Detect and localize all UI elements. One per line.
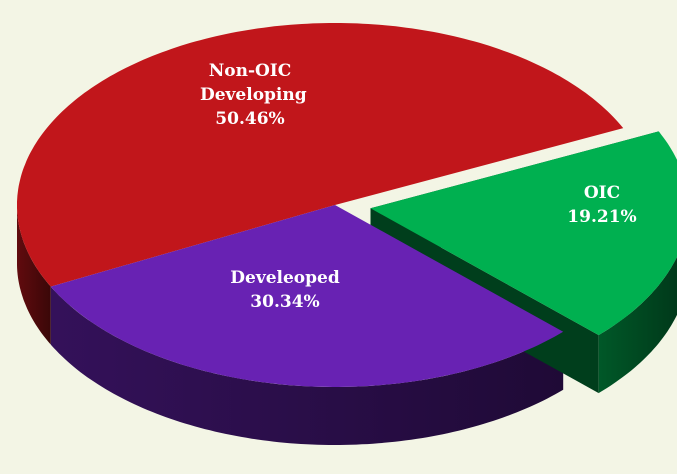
slice-wall bbox=[17, 205, 51, 345]
value-label: 19.21% bbox=[567, 207, 637, 227]
slice bbox=[50, 205, 564, 387]
value-label: 50.46% bbox=[215, 109, 285, 129]
slice bbox=[370, 131, 677, 336]
data-label: OIC 19.21% bbox=[532, 181, 672, 229]
data-label: Develeoped 30.34% bbox=[215, 266, 355, 314]
slice-wall bbox=[50, 286, 564, 445]
category-label: Non-OIC Developing bbox=[200, 61, 307, 105]
category-label: OIC bbox=[583, 183, 621, 203]
slice-wall bbox=[598, 256, 677, 394]
slice bbox=[17, 23, 624, 287]
category-label: Develeoped bbox=[230, 268, 340, 288]
data-label: Non-OIC Developing 50.46% bbox=[180, 59, 320, 131]
value-label: 30.34% bbox=[250, 292, 320, 312]
